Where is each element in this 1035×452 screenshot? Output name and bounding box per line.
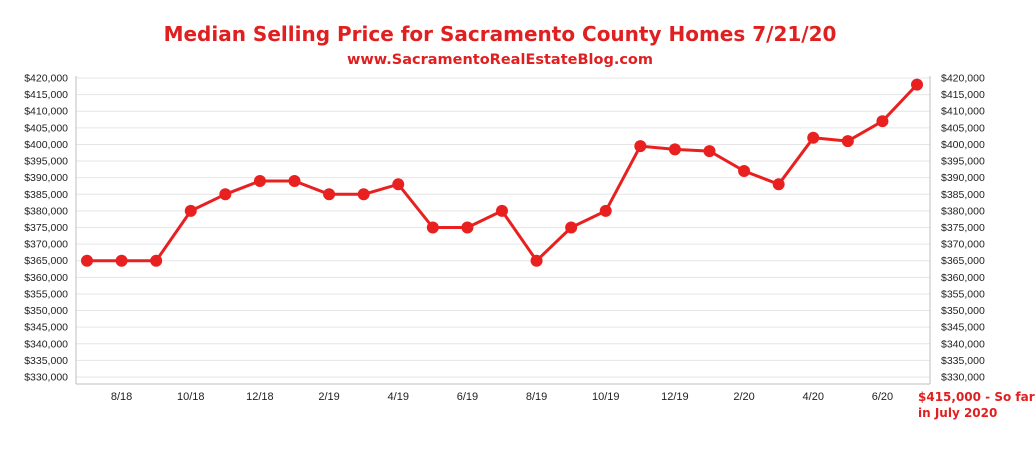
series-layer — [81, 78, 923, 267]
right-tick-label: $370,000 — [941, 239, 985, 251]
data-point — [323, 188, 336, 201]
left-tick-label: $355,000 — [24, 288, 68, 300]
data-point — [115, 254, 128, 267]
right-tick-label: $420,000 — [941, 73, 985, 85]
data-point — [807, 131, 820, 144]
x-tick-label: 6/20 — [872, 391, 893, 403]
right-tick-label: $345,000 — [941, 322, 985, 334]
right-tick-label: $330,000 — [941, 372, 985, 384]
left-tick-label: $380,000 — [24, 205, 68, 217]
x-tick-label: 6/19 — [457, 391, 478, 403]
data-point — [150, 254, 163, 267]
left-tick-label: $385,000 — [24, 189, 68, 201]
chart-title: Median Selling Price for Sacramento Coun… — [163, 22, 837, 46]
right-tick-label: $365,000 — [941, 255, 985, 267]
data-point — [599, 204, 612, 217]
right-tick-label: $400,000 — [941, 139, 985, 151]
left-axis-ticks: $330,000 $335,000 $340,000 $345,000 $350,000… — [24, 73, 68, 384]
left-tick-label: $375,000 — [24, 222, 68, 234]
x-tick-label: 4/19 — [388, 391, 409, 403]
right-tick-label: $395,000 — [941, 156, 985, 168]
annotation-line2: in July 2020 — [918, 406, 998, 420]
right-axis-ticks: $330,000 $335,000 $340,000 $345,000 $350,000… — [941, 73, 985, 384]
right-tick-label: $405,000 — [941, 122, 985, 134]
left-tick-label: $335,000 — [24, 355, 68, 367]
x-tick-label: 2/20 — [733, 391, 754, 403]
right-tick-label: $360,000 — [941, 272, 985, 284]
data-point — [461, 221, 474, 234]
x-tick-label: 4/20 — [803, 391, 824, 403]
right-tick-label: $415,000 — [941, 89, 985, 101]
right-tick-label: $410,000 — [941, 106, 985, 118]
data-point — [426, 221, 439, 234]
data-point — [219, 188, 232, 201]
left-tick-label: $345,000 — [24, 322, 68, 334]
data-point — [565, 221, 578, 234]
annotation-line1: $415,000 - So far — [918, 390, 1035, 404]
x-tick-label: 12/18 — [246, 391, 274, 403]
right-tick-label: $375,000 — [941, 222, 985, 234]
data-point — [357, 188, 370, 201]
data-point — [634, 140, 647, 153]
data-point — [911, 78, 923, 91]
right-tick-label: $340,000 — [941, 338, 985, 350]
x-tick-label: 12/19 — [661, 391, 689, 403]
left-tick-label: $390,000 — [24, 172, 68, 184]
x-tick-label: 10/19 — [592, 391, 620, 403]
left-tick-label: $410,000 — [24, 106, 68, 118]
data-point — [738, 165, 751, 178]
x-tick-label: 8/19 — [526, 391, 547, 403]
data-point — [288, 174, 301, 187]
left-tick-label: $395,000 — [24, 156, 68, 168]
right-tick-label: $350,000 — [941, 305, 985, 317]
x-tick-label: 8/18 — [111, 391, 132, 403]
data-point — [876, 115, 889, 128]
grid-layer — [76, 77, 930, 378]
right-tick-label: $390,000 — [941, 172, 985, 184]
july-2020-annotation: $415,000 - So far in July 2020 — [918, 389, 1035, 421]
data-point — [772, 178, 785, 191]
data-point — [253, 174, 266, 187]
right-tick-label: $335,000 — [941, 355, 985, 367]
data-point — [530, 254, 543, 267]
left-tick-label: $405,000 — [24, 122, 68, 134]
left-tick-label: $360,000 — [24, 272, 68, 284]
x-tick-label: 10/18 — [177, 391, 205, 403]
data-point — [392, 178, 405, 191]
left-tick-label: $400,000 — [24, 139, 68, 151]
chart-subtitle: www.SacramentoRealEstateBlog.com — [347, 52, 653, 68]
x-axis-ticks: 8/18 10/18 12/18 2/19 4/19 6/19 8/19 10/19 12/19… — [111, 391, 893, 403]
data-point — [841, 135, 854, 148]
left-tick-label: $350,000 — [24, 305, 68, 317]
data-point — [184, 204, 197, 217]
x-tick-label: 2/19 — [318, 391, 339, 403]
right-tick-label: $355,000 — [941, 288, 985, 300]
right-tick-label: $385,000 — [941, 189, 985, 201]
data-point — [496, 204, 508, 217]
left-tick-label: $340,000 — [24, 338, 68, 350]
data-point — [668, 143, 681, 156]
left-tick-label: $420,000 — [24, 73, 68, 85]
left-tick-label: $330,000 — [24, 372, 68, 384]
right-tick-label: $380,000 — [941, 205, 985, 217]
axis-layer — [75, 76, 931, 385]
left-tick-label: $415,000 — [24, 89, 68, 101]
left-tick-label: $365,000 — [24, 255, 68, 267]
left-tick-label: $370,000 — [24, 239, 68, 251]
data-point — [703, 145, 716, 158]
data-point — [81, 254, 93, 267]
